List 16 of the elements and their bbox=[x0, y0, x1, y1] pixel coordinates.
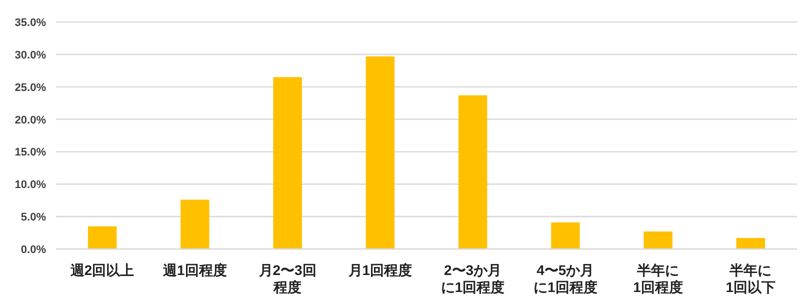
x-tick-label: 月1回程度 bbox=[347, 262, 412, 278]
x-tick-label: 4〜5か月に1回程度 bbox=[534, 262, 598, 295]
x-tick-label: 2〜3か月に1回程度 bbox=[440, 262, 505, 295]
y-tick-label: 5.0% bbox=[20, 212, 46, 224]
y-tick-label: 25.0% bbox=[14, 82, 46, 94]
y-tick-label: 10.0% bbox=[14, 179, 46, 192]
x-tick-label: 週1回程度 bbox=[162, 262, 227, 278]
y-tick-label: 35.0% bbox=[14, 17, 46, 29]
y-tick-label: 0.0% bbox=[20, 244, 46, 256]
y-tick-label: 20.0% bbox=[14, 114, 46, 126]
x-tick-label: 月2〜3回程度 bbox=[258, 262, 316, 295]
x-tick-label: 半年に1回程度 bbox=[633, 262, 683, 295]
y-tick-label: 30.0% bbox=[14, 49, 46, 62]
x-tick-label: 半年に1回以下 bbox=[726, 262, 776, 295]
x-tick-label: 週2回以上 bbox=[69, 262, 134, 278]
y-tick-label: 15.0% bbox=[14, 146, 46, 159]
